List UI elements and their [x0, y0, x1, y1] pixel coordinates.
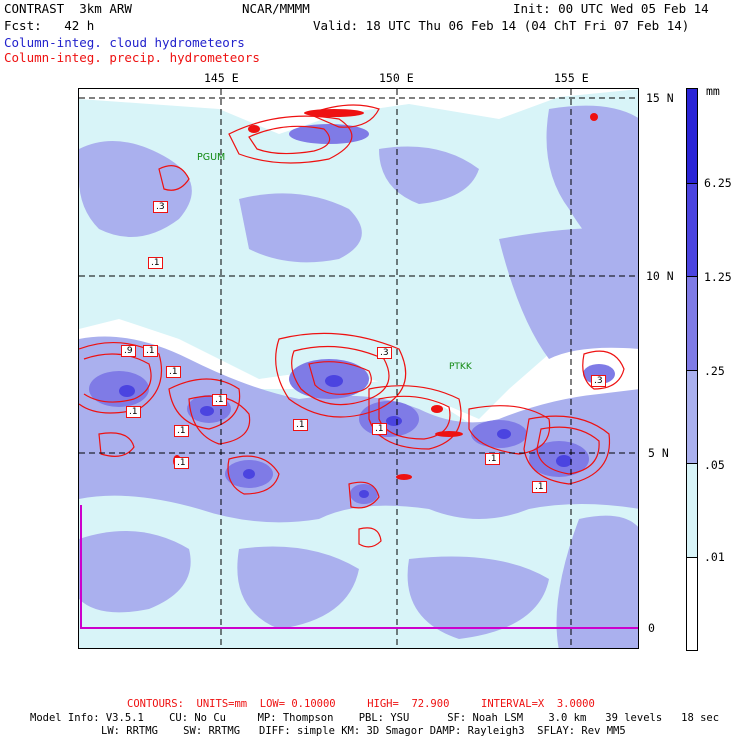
lon-label-150: 150 E	[379, 71, 414, 85]
lat-label-15n: 15 N	[646, 91, 674, 105]
forecast-hour: Fcst: 42 h	[4, 18, 95, 33]
lon-label-155: 155 E	[554, 71, 589, 85]
lon-label-145: 145 E	[204, 71, 239, 85]
map-panel: PGUM PTKK .1 .9 .1 .1 .1 .1 .1 .1 .1 .3 .1 .1 .1 .3 .3	[78, 88, 639, 649]
precip-cores	[173, 109, 598, 480]
organization-label: NCAR/MMMM	[242, 1, 310, 16]
contour-label: .1	[174, 425, 189, 437]
contour-label: .3	[153, 201, 168, 213]
model-info-line1: Model Info: V3.5.1 CU: No Cu MP: Thompso…	[30, 712, 720, 724]
contour-label: .1	[485, 453, 500, 465]
valid-time: Valid: 18 UTC Thu 06 Feb 14 (04 ChT Fri …	[313, 18, 690, 33]
contour-label: .3	[591, 375, 606, 387]
contour-label: .1	[532, 481, 547, 493]
precip-contours	[79, 104, 625, 548]
colorbar-segment	[687, 89, 697, 183]
cloud-field-title: Column-integ. cloud hydrometeors	[4, 35, 245, 50]
equator-line	[80, 505, 638, 629]
colorbar-segment	[687, 463, 697, 557]
lat-label-10n: 10 N	[646, 269, 674, 283]
init-time: Init: 00 UTC Wed 05 Feb 14	[513, 1, 709, 16]
colorbar-label-1-25: 1.25	[704, 270, 732, 284]
contour-label: .1	[293, 419, 308, 431]
contour-label: .1	[174, 457, 189, 469]
model-title: CONTRAST 3km ARW	[4, 1, 132, 16]
lat-label-5n: 5 N	[648, 446, 669, 460]
colorbar-label-05: .05	[704, 458, 725, 472]
contour-label: .1	[148, 257, 163, 269]
lat-lon-grid	[79, 89, 638, 648]
contour-label: .1	[212, 394, 227, 406]
colorbar-label-6-25: 6.25	[704, 176, 732, 190]
contour-label: .1	[143, 345, 158, 357]
colorbar	[686, 88, 698, 651]
lat-label-0: 0	[648, 621, 655, 635]
colorbar-segment	[687, 369, 697, 463]
colorbar-segment	[687, 276, 697, 370]
precip-field-title: Column-integ. precip. hydrometeors	[4, 50, 260, 65]
map-svg	[79, 89, 638, 648]
colorbar-segment	[687, 556, 697, 650]
cloud-fill-125	[119, 375, 572, 498]
contour-label: .9	[121, 345, 136, 357]
model-info-line2: LW: RRTMG SW: RRTMG DIFF: simple KM: 3D …	[101, 725, 626, 737]
contour-label: .3	[377, 347, 392, 359]
station-label-ptkk: PTKK	[449, 362, 472, 372]
contour-info: CONTOURS: UNITS=mm LOW= 0.10000 HIGH= 72…	[127, 698, 595, 710]
colorbar-label-25: .25	[704, 364, 725, 378]
station-label-pgum: PGUM	[197, 152, 226, 163]
colorbar-segment	[687, 182, 697, 276]
contour-label: .1	[166, 366, 181, 378]
contour-label: .1	[372, 423, 387, 435]
colorbar-label-01: .01	[704, 550, 725, 564]
cloud-fill-05	[79, 105, 638, 648]
contour-label: .1	[126, 406, 141, 418]
colorbar-unit: mm	[706, 84, 720, 98]
